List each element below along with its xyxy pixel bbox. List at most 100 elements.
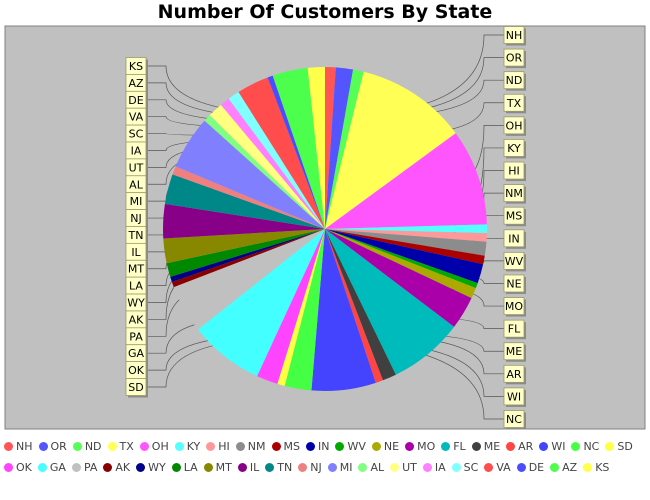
legend-label: ND xyxy=(84,440,102,453)
svg-text:NE: NE xyxy=(506,277,521,290)
legend-label: UT xyxy=(402,461,417,474)
legend-item-wy: WY xyxy=(136,457,166,478)
legend-swatch xyxy=(139,442,149,451)
legend-label: WI xyxy=(551,440,566,453)
slice-label-al: AL xyxy=(125,175,148,195)
legend-swatch xyxy=(136,463,146,472)
legend-swatch xyxy=(206,442,216,451)
slice-label-mi: MI xyxy=(125,192,148,212)
slice-label-wv: WV xyxy=(503,251,526,272)
legend-label: NC xyxy=(583,440,600,453)
legend-swatch xyxy=(4,442,13,451)
legend-item-al: AL xyxy=(358,457,384,478)
legend-item-il: IL xyxy=(237,457,260,478)
legend-item-de: DE xyxy=(516,457,545,478)
slice-label-mt: MT xyxy=(125,259,148,280)
pie-slice-la xyxy=(166,229,325,277)
svg-text:AZ: AZ xyxy=(128,77,144,90)
pie-slice-ok xyxy=(257,229,325,384)
legend-swatch xyxy=(4,463,13,472)
svg-text:WY: WY xyxy=(127,297,145,310)
legend-swatch xyxy=(371,442,381,451)
legend-label: MS xyxy=(283,440,300,453)
legend-label: OK xyxy=(16,461,32,474)
legend-label: ME xyxy=(483,440,501,453)
slice-label-nm: NM xyxy=(503,184,526,204)
legend-label: DE xyxy=(528,461,545,474)
legend-label: GA xyxy=(49,461,66,474)
legend-item-ar: AR xyxy=(506,436,533,457)
legend-label: MO xyxy=(417,440,436,453)
pie-slice-hi xyxy=(325,229,487,242)
legend-item-ia: IA xyxy=(422,457,446,478)
pie-slice-pa xyxy=(173,229,325,330)
legend-item-tn: TN xyxy=(265,457,292,478)
legend-swatch xyxy=(583,463,593,472)
pie-slice-ut xyxy=(209,104,325,229)
svg-text:WI: WI xyxy=(507,390,521,403)
legend-item-pa: PA xyxy=(71,457,97,478)
legend-swatch xyxy=(203,463,213,472)
legend-label: AR xyxy=(518,440,534,453)
slice-label-nh: NH xyxy=(503,26,526,46)
slice-label-ms: MS xyxy=(503,206,526,227)
pie-slice-va xyxy=(238,77,325,229)
svg-text:AL: AL xyxy=(129,178,144,191)
slice-label-ne: NE xyxy=(503,274,526,294)
legend-swatch xyxy=(605,442,615,451)
slice-label-ok: OK xyxy=(125,361,148,381)
slice-label-ut: UT xyxy=(125,158,148,178)
legend-item-nc: NC xyxy=(571,436,599,457)
legend-label: KY xyxy=(186,440,201,453)
pie-slice-me xyxy=(325,229,396,381)
slice-label-fl: FL xyxy=(503,319,526,340)
legend-item-wv: WV xyxy=(335,436,366,457)
legend-item-nm: NM xyxy=(235,436,266,457)
pie-slice-nd xyxy=(325,69,364,230)
legend-item-ne: NE xyxy=(371,436,399,457)
pie-slice-wv xyxy=(325,229,478,289)
legend-label: TN xyxy=(277,461,293,474)
slice-label-sc: SC xyxy=(125,124,148,145)
slice-label-nc: NC xyxy=(503,410,526,430)
chart-title: Number Of Customers By State xyxy=(157,1,493,23)
slice-label-la: LA xyxy=(125,276,148,297)
slice-label-ky: KY xyxy=(503,139,526,159)
legend-swatch xyxy=(171,463,181,472)
pie-slice-ks xyxy=(307,67,325,229)
pie-slice-ky xyxy=(325,224,487,234)
slice-label-ak: AK xyxy=(125,310,148,330)
slice-label-va: VA xyxy=(125,107,148,128)
legend-label: SC xyxy=(463,461,479,474)
legend-item-ok: OK xyxy=(4,457,32,478)
svg-text:HI: HI xyxy=(508,165,520,178)
pie-slice-or xyxy=(325,67,354,229)
legend-item-tx: TX xyxy=(107,436,134,457)
slice-label-tx: TX xyxy=(503,93,526,114)
svg-text:MI: MI xyxy=(130,195,143,208)
legend-item-in: IN xyxy=(306,436,329,457)
legend-item-fl: FL xyxy=(441,436,466,457)
pie-slice-ar xyxy=(325,229,383,383)
legend-label: IL xyxy=(249,461,260,474)
svg-text:ME: ME xyxy=(506,345,522,358)
legend-label: HI xyxy=(218,440,230,453)
pie-slice-mi xyxy=(175,120,325,229)
svg-text:OH: OH xyxy=(506,119,523,132)
legend-item-az: AZ xyxy=(550,457,577,478)
legend-swatch xyxy=(237,463,247,472)
svg-text:MO: MO xyxy=(505,300,523,313)
slice-label-wy: WY xyxy=(125,293,148,314)
pie-slice-nc xyxy=(284,229,325,391)
legend-label: SD xyxy=(617,440,633,453)
legend-item-ga: GA xyxy=(37,457,66,478)
pie-slice-ms xyxy=(325,229,485,265)
legend-label: OH xyxy=(151,440,169,453)
slice-label-nj: NJ xyxy=(125,209,148,229)
svg-text:NC: NC xyxy=(506,413,522,426)
slice-label-wi: WI xyxy=(503,387,526,407)
legend-swatch xyxy=(235,442,245,451)
slice-label-ga: GA xyxy=(125,344,148,364)
pie-slice-in xyxy=(325,229,484,284)
legend-label: MT xyxy=(215,461,232,474)
